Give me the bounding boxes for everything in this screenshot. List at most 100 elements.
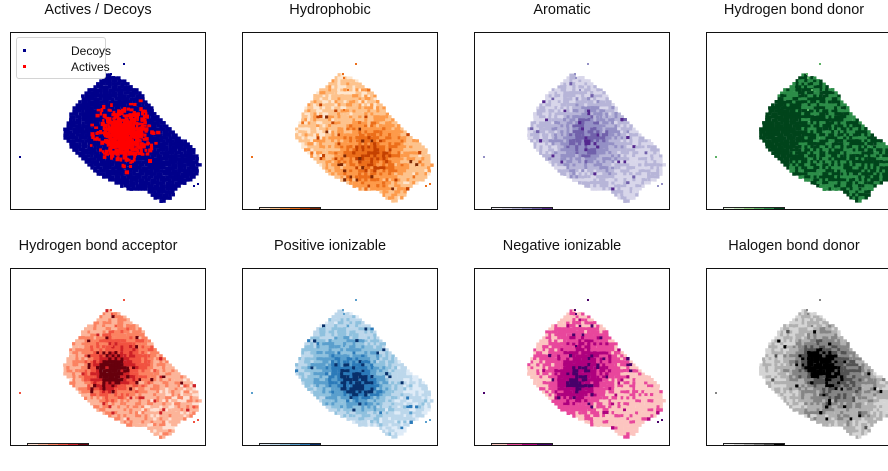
colorbar-cell bbox=[290, 208, 300, 210]
decoy-point bbox=[171, 187, 174, 190]
density-cell bbox=[334, 160, 337, 163]
decoy-point bbox=[69, 112, 72, 115]
density-cell bbox=[798, 133, 801, 136]
density-cell bbox=[536, 139, 539, 142]
density-cell bbox=[828, 106, 831, 109]
active-point bbox=[118, 143, 121, 145]
density-cell bbox=[647, 145, 650, 148]
density-cell bbox=[783, 88, 786, 91]
density-cell bbox=[382, 130, 385, 133]
density-cell bbox=[379, 112, 382, 115]
density-cell bbox=[400, 151, 403, 154]
density-cell bbox=[379, 190, 382, 193]
density-cell bbox=[352, 151, 355, 154]
density-cell bbox=[536, 145, 539, 148]
density-cell bbox=[774, 118, 777, 121]
density-cell bbox=[397, 163, 400, 166]
density-cell bbox=[409, 148, 412, 151]
density-cell bbox=[391, 133, 394, 136]
density-cell bbox=[400, 136, 403, 139]
active-point bbox=[129, 115, 133, 119]
decoy-point bbox=[105, 100, 108, 103]
density-cell bbox=[412, 160, 415, 163]
density-cell bbox=[548, 118, 551, 121]
density-cell bbox=[582, 172, 585, 175]
density-cell bbox=[816, 106, 819, 109]
density-cell bbox=[409, 175, 412, 178]
density-cell bbox=[849, 151, 852, 154]
density-cell bbox=[638, 172, 641, 175]
density-cell bbox=[406, 172, 409, 175]
decoy-point bbox=[165, 148, 168, 151]
density-cell bbox=[334, 139, 337, 142]
density-cell bbox=[789, 124, 792, 127]
density-cell bbox=[313, 112, 316, 115]
density-cell bbox=[846, 127, 849, 130]
density-cell bbox=[403, 178, 406, 181]
density-cell bbox=[632, 157, 635, 160]
density-cell bbox=[590, 163, 593, 166]
density-cell bbox=[611, 190, 614, 193]
density-cell bbox=[846, 109, 849, 112]
density-cell bbox=[379, 136, 382, 139]
density-cell bbox=[786, 133, 789, 136]
density-cell bbox=[388, 196, 391, 199]
density-cell bbox=[388, 154, 391, 157]
density-cell bbox=[331, 85, 334, 88]
density-cell bbox=[629, 193, 632, 196]
density-cell bbox=[810, 136, 813, 139]
density-cell bbox=[388, 181, 391, 184]
decoy-point bbox=[157, 190, 160, 193]
density-cell bbox=[331, 142, 334, 145]
decoy-point bbox=[138, 157, 141, 160]
active-point bbox=[108, 125, 110, 129]
density-cell bbox=[337, 124, 340, 127]
density-cell bbox=[873, 166, 876, 169]
active-point bbox=[93, 138, 97, 141]
density-cell bbox=[596, 166, 599, 169]
panel-aromatic: Aromatic 0 6 bbox=[464, 0, 695, 235]
active-point bbox=[122, 130, 125, 134]
density-cell bbox=[328, 151, 331, 154]
density-cell bbox=[841, 133, 844, 136]
density-cell bbox=[569, 166, 572, 169]
decoy-point bbox=[153, 172, 156, 175]
density-cell bbox=[835, 139, 838, 142]
decoy-point bbox=[108, 112, 111, 115]
density-cell bbox=[810, 169, 813, 172]
density-cell bbox=[825, 106, 828, 109]
density-cell bbox=[858, 136, 861, 139]
active-point bbox=[117, 117, 121, 121]
density-cell bbox=[352, 124, 355, 127]
density-cell bbox=[789, 166, 792, 169]
density-cell bbox=[828, 175, 831, 178]
density-cell bbox=[810, 175, 813, 178]
active-point bbox=[116, 131, 119, 135]
density-cell bbox=[575, 148, 578, 151]
density-cell bbox=[617, 196, 620, 199]
density-cell bbox=[834, 133, 837, 136]
density-cell bbox=[569, 154, 572, 157]
active-point bbox=[145, 149, 148, 152]
decoy-point bbox=[75, 148, 78, 151]
density-cell bbox=[822, 110, 825, 113]
decoy-point bbox=[126, 82, 129, 85]
density-cell bbox=[859, 142, 862, 145]
density-cell bbox=[780, 145, 783, 148]
decoy-point bbox=[174, 148, 177, 151]
density-cell bbox=[584, 181, 587, 184]
density-cell bbox=[334, 100, 337, 103]
active-point bbox=[90, 132, 94, 136]
density-cell bbox=[367, 100, 370, 103]
decoy-point bbox=[197, 183, 199, 185]
density-cell bbox=[385, 136, 388, 139]
density-cell bbox=[346, 145, 349, 148]
active-point bbox=[133, 158, 136, 162]
active-point bbox=[123, 155, 127, 159]
decoy-point bbox=[177, 151, 180, 154]
density-cell bbox=[626, 136, 629, 139]
density-cell bbox=[849, 169, 852, 172]
density-cell bbox=[626, 145, 629, 148]
density-cell bbox=[572, 179, 575, 182]
density-cell bbox=[317, 136, 320, 139]
